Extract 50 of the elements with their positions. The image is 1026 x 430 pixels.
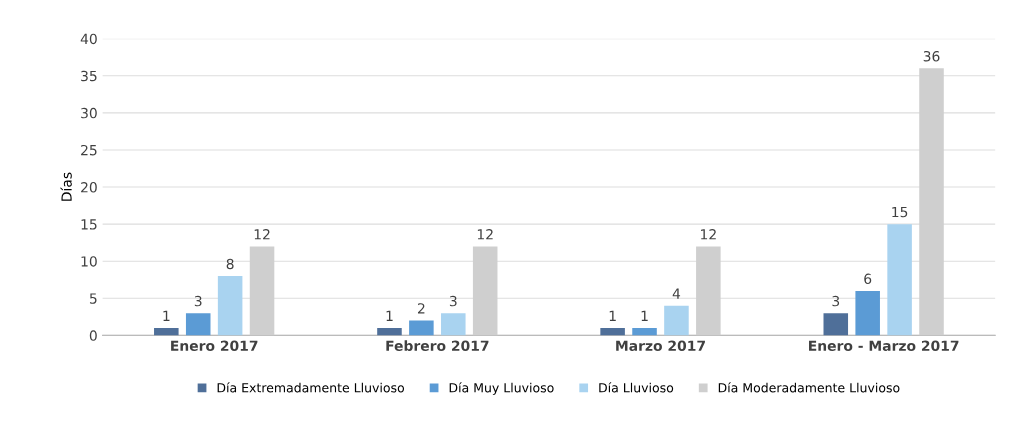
- bar: [696, 246, 721, 336]
- bar: [185, 313, 211, 336]
- bar: [441, 313, 466, 336]
- legend-label: Día Extremadamente Lluvioso: [217, 382, 405, 393]
- bar: [409, 320, 434, 336]
- bar: [600, 327, 625, 336]
- data-label: 3: [194, 295, 202, 307]
- data-label: 1: [641, 310, 648, 321]
- bar: [217, 276, 243, 336]
- bar: [154, 327, 179, 336]
- data-label: 12: [477, 229, 493, 240]
- y-tick-label: 30: [81, 107, 97, 119]
- legend-label: Día Lluvioso: [599, 382, 674, 393]
- x-tick-label: Enero 2017: [171, 340, 258, 352]
- bar: [919, 68, 944, 336]
- data-label: 8: [226, 258, 234, 270]
- bar: [249, 246, 275, 336]
- y-tick-label: 20: [81, 182, 97, 193]
- data-label: 15: [892, 206, 908, 218]
- data-label: 36: [923, 51, 940, 62]
- bar: [887, 224, 912, 336]
- y-tick-label: 35: [81, 70, 97, 82]
- data-label: 12: [254, 229, 270, 240]
- y-axis-title: Días: [60, 172, 72, 201]
- legend-label: Día Moderadamente Lluvioso: [718, 382, 900, 393]
- bar: [377, 327, 402, 336]
- data-label: 1: [609, 310, 616, 321]
- x-tick-label: Enero - Marzo 2017: [809, 340, 959, 352]
- y-tick-label: 15: [81, 219, 97, 230]
- y-tick-label: 40: [80, 33, 97, 45]
- bar: [664, 305, 689, 336]
- x-tick-label: Marzo 2017: [616, 340, 705, 352]
- data-label: 6: [864, 273, 872, 285]
- data-label: 4: [672, 288, 681, 299]
- bar: [823, 313, 849, 336]
- data-label: 12: [701, 229, 716, 240]
- y-tick-label: 10: [81, 256, 97, 267]
- y-tick-label: 25: [81, 144, 97, 156]
- bar: [855, 290, 880, 336]
- data-label: 1: [386, 310, 393, 321]
- data-label: 2: [417, 303, 425, 314]
- data-label: 1: [163, 310, 170, 321]
- y-tick-label: 0: [89, 330, 97, 341]
- data-label: 3: [832, 295, 840, 307]
- bar: [632, 327, 657, 336]
- data-label: 3: [449, 295, 457, 307]
- bar: [472, 246, 498, 336]
- y-tick-label: 5: [89, 293, 97, 304]
- legend-label: Día Muy Lluvioso: [449, 382, 554, 395]
- x-tick-label: Febrero 2017: [386, 340, 489, 352]
